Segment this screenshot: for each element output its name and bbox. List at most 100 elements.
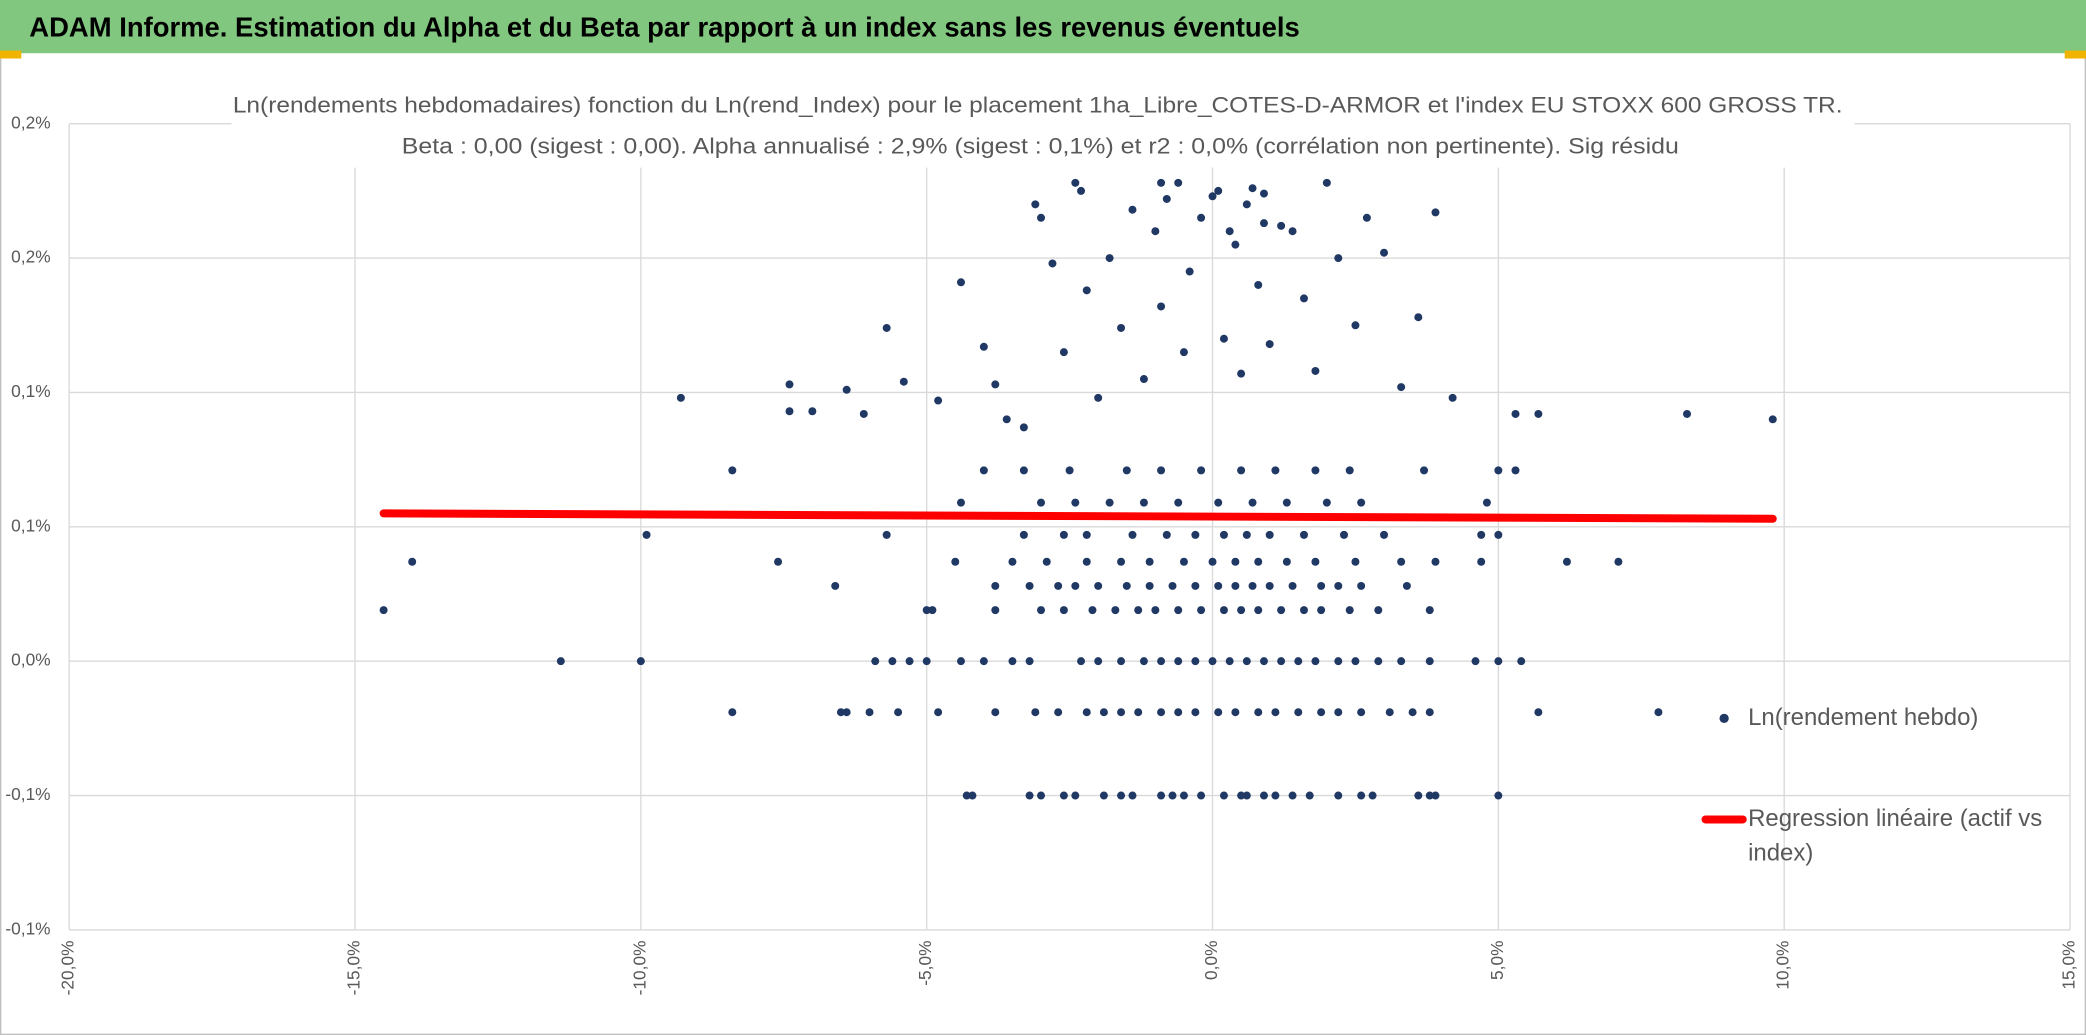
point <box>1134 606 1143 615</box>
x-tick-label: 5,0% <box>1487 941 1507 980</box>
point <box>842 708 851 717</box>
point <box>1305 791 1314 800</box>
point <box>1145 557 1154 566</box>
point <box>1077 657 1086 666</box>
point <box>1008 657 1017 666</box>
point <box>1311 466 1320 475</box>
point <box>1054 581 1063 590</box>
point <box>1254 708 1263 717</box>
point <box>1562 557 1571 566</box>
point <box>1317 606 1326 615</box>
point <box>1482 498 1491 507</box>
point <box>1019 530 1028 539</box>
point <box>1151 606 1160 615</box>
point <box>808 407 817 416</box>
point <box>1139 375 1148 384</box>
point <box>1425 657 1434 666</box>
point <box>1414 791 1423 800</box>
point <box>1225 657 1234 666</box>
point <box>1071 498 1080 507</box>
point <box>1157 708 1166 717</box>
point <box>408 557 417 566</box>
point <box>1139 657 1148 666</box>
point <box>1162 194 1171 203</box>
point <box>1242 657 1251 666</box>
point <box>1311 657 1320 666</box>
point <box>1408 708 1417 717</box>
point <box>1254 557 1263 566</box>
point <box>1037 606 1046 615</box>
point <box>1494 530 1503 539</box>
point <box>1397 657 1406 666</box>
header-title: ADAM Informe. Estimation du Alpha et du … <box>29 12 1299 43</box>
point <box>1214 708 1223 717</box>
point <box>1037 498 1046 507</box>
point <box>928 606 937 615</box>
point <box>1174 657 1183 666</box>
point <box>1219 334 1228 343</box>
point <box>1122 581 1131 590</box>
point <box>1037 213 1046 222</box>
point <box>1139 498 1148 507</box>
point <box>882 323 891 332</box>
point <box>1259 219 1268 228</box>
point <box>1128 530 1137 539</box>
point <box>1431 208 1440 217</box>
point <box>1105 254 1114 263</box>
point <box>556 657 565 666</box>
point <box>1254 606 1263 615</box>
point <box>882 530 891 539</box>
legend: Ln(rendement hebdo) Regression linéaire (… <box>1701 704 2042 866</box>
point <box>1254 280 1263 289</box>
point <box>1271 791 1280 800</box>
point <box>1288 581 1297 590</box>
point <box>1768 415 1777 424</box>
point <box>774 557 783 566</box>
point <box>1059 530 1068 539</box>
point <box>1157 302 1166 311</box>
point <box>888 657 897 666</box>
point <box>1168 581 1177 590</box>
point <box>1071 581 1080 590</box>
point <box>1265 581 1274 590</box>
point <box>1431 791 1440 800</box>
point <box>1219 791 1228 800</box>
point <box>1231 581 1240 590</box>
point <box>1117 708 1126 717</box>
point <box>899 377 908 386</box>
point <box>1179 557 1188 566</box>
point <box>728 466 737 475</box>
point <box>1025 581 1034 590</box>
point <box>1242 791 1251 800</box>
x-tick-label: 15,0% <box>2059 941 2079 990</box>
point <box>956 278 965 287</box>
y-tick-label: 0,2% <box>11 112 50 132</box>
point <box>1322 498 1331 507</box>
point <box>1299 530 1308 539</box>
point <box>1008 557 1017 566</box>
point <box>865 708 874 717</box>
point <box>1345 606 1354 615</box>
point <box>1219 606 1228 615</box>
point <box>1351 557 1360 566</box>
point <box>1334 791 1343 800</box>
point <box>1294 657 1303 666</box>
point <box>1197 213 1206 222</box>
point <box>859 409 868 418</box>
point <box>1511 466 1520 475</box>
point <box>1374 606 1383 615</box>
point <box>1534 708 1543 717</box>
corner <box>2064 50 2086 59</box>
point <box>871 657 880 666</box>
point <box>1265 530 1274 539</box>
point <box>979 466 988 475</box>
point <box>1271 466 1280 475</box>
point <box>1117 791 1126 800</box>
point <box>1094 657 1103 666</box>
point <box>1271 708 1280 717</box>
point <box>979 342 988 351</box>
point <box>1157 178 1166 187</box>
point <box>1248 184 1257 193</box>
point <box>1340 530 1348 539</box>
point <box>1042 557 1051 566</box>
